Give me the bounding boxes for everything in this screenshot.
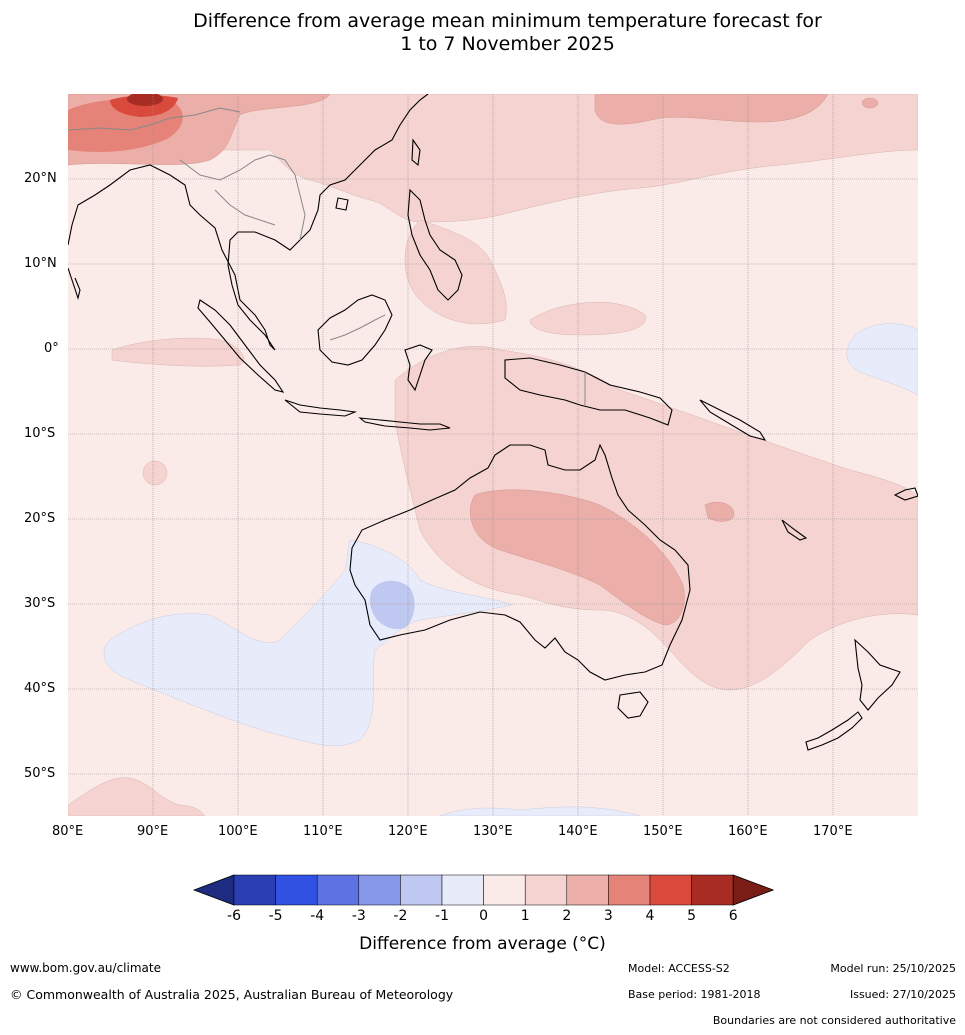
colorbar-swatch [233, 874, 276, 906]
lon-label-140e: 140°E [558, 824, 598, 839]
lat-label-0: 0° [44, 341, 59, 356]
anomaly-band-5-6-himalaya [127, 94, 163, 106]
anomaly-band-1-2-philippines [404, 219, 507, 325]
lon-label-100e: 100°E [218, 824, 258, 839]
anomaly-band-2-3-coral-sea [704, 501, 735, 522]
coastline-sumatra [197, 299, 285, 393]
coastline-asia-mainland [68, 94, 429, 351]
base-period: Base period: 1981-2018 [628, 988, 761, 1001]
colorbar-tick-label: 4 [645, 908, 655, 924]
colorbar-tick-label: 6 [728, 908, 738, 924]
colorbar-tick-label: 5 [687, 908, 697, 924]
lon-label-160e: 160°E [728, 824, 768, 839]
anomaly-band-m1-0-central-pacific [846, 323, 918, 396]
colorbar-tick-label: 2 [562, 908, 572, 924]
colorbar-swatch [608, 874, 651, 906]
coastline-new-zealand-north [854, 638, 901, 711]
colorbar-tick-label: -3 [351, 908, 366, 924]
anomaly-band-m1-0-southern [439, 806, 641, 816]
anomaly-band-2-3-north-pacific [594, 94, 829, 125]
map-title: Difference from average mean minimum tem… [0, 10, 965, 56]
anomaly-band-2-3-spot [861, 97, 879, 109]
lon-label-120e: 120°E [388, 824, 428, 839]
colorbar-arrow-low [192, 874, 235, 906]
colorbar-swatch [691, 874, 734, 906]
boundary-thailand [214, 189, 276, 226]
coastline-solomons [699, 399, 767, 441]
coastline-fiji [893, 487, 918, 501]
graticule [68, 94, 918, 816]
colorbar-arrow-high [732, 874, 775, 906]
lon-label-130e: 130°E [473, 824, 513, 839]
coastline-philippines [407, 188, 463, 301]
colorbar-tick-label: -1 [435, 908, 449, 924]
coastline-tasmania [617, 691, 649, 719]
colorbar-swatch [483, 874, 526, 906]
coastline-india [68, 267, 81, 300]
lat-label-20s: 20°S [24, 511, 56, 526]
colorbar-swatch [275, 874, 318, 906]
boundary-indochina [179, 154, 306, 241]
colorbar-tick-label: -4 [310, 908, 325, 924]
colorbar-swatches [192, 874, 775, 906]
lon-label-80e: 80°E [52, 824, 84, 839]
lat-label-20n: 20°N [24, 171, 57, 186]
coastline-java [284, 399, 358, 417]
lat-label-40s: 40°S [24, 681, 56, 696]
colorbar-tick-label: -2 [393, 908, 408, 924]
anomaly-band-1-2-equator [529, 302, 646, 336]
lat-label-30s: 30°S [24, 596, 56, 611]
colorbar-swatch [441, 874, 484, 906]
title-line-1: Difference from average mean minimum tem… [193, 10, 822, 32]
colorbar-tick-label: 3 [603, 908, 613, 924]
issued-date: Issued: 27/10/2025 [849, 988, 956, 1001]
lat-label-10n: 10°N [24, 256, 57, 271]
coastline-borneo [317, 294, 393, 366]
lat-label-10s: 10°S [24, 426, 56, 441]
anomaly-band-1-2-spot [142, 460, 168, 486]
lat-label-50s: 50°S [24, 766, 56, 781]
colorbar-swatch [649, 874, 692, 906]
anomaly-band-1-2-southern [68, 777, 206, 816]
colorbar-tick-label: 1 [520, 908, 530, 924]
colorbar-swatch [566, 874, 609, 906]
colorbar-swatch [400, 874, 443, 906]
anomaly-band-m2-m1-south-west [369, 580, 415, 630]
colorbar-swatch [524, 874, 568, 906]
anomaly-band-1-2-west-pacific [111, 337, 245, 367]
coastline-australia [349, 443, 691, 681]
lon-label-110e: 110°E [303, 824, 343, 839]
coastline-new-zealand-south [805, 711, 863, 751]
coastline-new-guinea [504, 357, 673, 426]
anomaly-band-2-3-central-australia [470, 489, 685, 626]
colorbar-tick-label: -6 [227, 908, 241, 924]
colorbar-tick-label: 0 [479, 908, 489, 924]
coastline-taiwan [411, 138, 421, 167]
coastline-sulawesi [404, 344, 433, 392]
colorbar-swatch [358, 874, 401, 906]
lon-label-170e: 170°E [813, 824, 853, 839]
website-link[interactable]: www.bom.gov.au/climate [10, 961, 161, 975]
boundary-borneo [329, 314, 386, 341]
colorbar-title: Difference from average (°C) [359, 934, 606, 954]
title-line-2: 1 to 7 November 2025 [400, 33, 615, 55]
lon-label-90e: 90°E [137, 824, 169, 839]
boundary-disclaimer: Boundaries are not considered authoritat… [712, 1014, 956, 1027]
model-run-date: Model run: 25/10/2025 [830, 962, 956, 975]
colorbar-tick-label: -5 [268, 908, 283, 924]
anomaly-band-1-2-australia [394, 346, 918, 691]
model-name: Model: ACCESS-S2 [628, 962, 730, 975]
copyright-notice: © Commonwealth of Australia 2025, Austra… [10, 987, 454, 1002]
coastline-lesser-sunda [358, 417, 451, 431]
coastline-new-caledonia [781, 519, 808, 541]
lon-label-150e: 150°E [643, 824, 683, 839]
coastline-hainan [335, 197, 349, 211]
boundary-himalaya [68, 107, 241, 131]
colorbar-swatch [316, 874, 360, 906]
